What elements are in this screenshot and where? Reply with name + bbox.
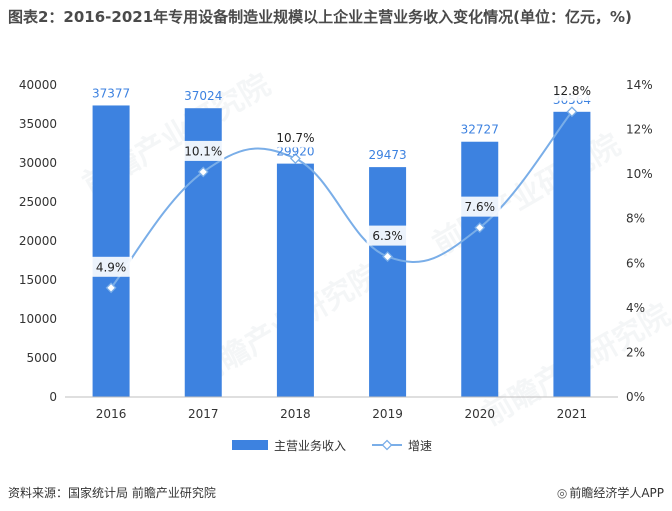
source-note: 资料来源：国家统计局 前瞻产业研究院 [8, 486, 216, 500]
y-left-tick-label: 5000 [26, 351, 57, 365]
line-point-marker [474, 222, 486, 234]
line-point-marker [289, 153, 301, 164]
y-right-tick-label: 0% [626, 390, 645, 404]
brand-logo-icon: ◎ [556, 486, 568, 500]
line-point-marker [105, 282, 117, 294]
bar-value-label: 37377 [92, 86, 130, 100]
chart-title: 图表2：2016-2021年专用设备制造业规模以上企业主营业务收入变化情况(单位… [8, 8, 632, 26]
line-value-label: 4.9% [96, 260, 127, 274]
line-label-box [90, 256, 133, 277]
bar [461, 141, 499, 397]
brand-mark: ◎ 前瞻经济学人APP [557, 484, 664, 501]
growth-line [110, 111, 573, 289]
brand-text: 前瞻经济学人APP [569, 486, 664, 500]
line-value-label: 6.3% [372, 229, 403, 243]
line-value-label: 10.1% [184, 144, 222, 158]
y-left-tick-label: 35000 [19, 117, 57, 131]
y-left-tick-label: 0 [49, 390, 57, 404]
bar [553, 111, 591, 398]
bar-value-label: 37024 [184, 89, 222, 103]
y-right-tick-label: 10% [626, 167, 653, 181]
y-left-tick-label: 20000 [19, 234, 57, 248]
x-tick-label: 2017 [188, 407, 219, 421]
bar [92, 105, 130, 397]
line-label-box [182, 140, 225, 161]
bar [276, 163, 314, 397]
y-right-tick-label: 12% [626, 123, 653, 137]
x-tick-label: 2018 [280, 407, 311, 421]
y-right-tick-label: 14% [626, 78, 653, 92]
y-right-tick-label: 8% [626, 212, 645, 226]
legend-line-marker [381, 439, 393, 451]
legend-bar-label: 主营业务收入 [274, 438, 346, 453]
y-left-tick-label: 40000 [19, 78, 57, 92]
line-label-box [274, 127, 317, 148]
legend-bar-swatch [232, 440, 268, 450]
line-label-box [458, 196, 501, 217]
x-tick-label: 2021 [557, 407, 588, 421]
line-point-marker [197, 166, 209, 178]
legend-line-label: 增速 [408, 439, 432, 453]
y-left-tick-label: 30000 [19, 156, 57, 170]
y-left-tick-label: 10000 [19, 312, 57, 326]
bar-value-label: 29473 [368, 148, 406, 162]
bar-value-label: 32727 [461, 123, 499, 137]
x-tick-label: 2020 [464, 407, 495, 421]
bar-value-label: 29920 [276, 145, 314, 159]
line-label-box [366, 225, 409, 246]
line-value-label: 12.8% [553, 84, 591, 98]
y-right-tick-label: 2% [626, 345, 645, 359]
line-label-box [550, 80, 593, 101]
bar [369, 167, 407, 397]
y-left-tick-label: 15000 [19, 273, 57, 287]
y-right-tick-label: 6% [626, 256, 645, 270]
line-value-label: 10.7% [276, 131, 314, 145]
line-value-label: 7.6% [465, 200, 496, 214]
line-point-marker [382, 251, 394, 263]
line-point-marker [566, 106, 578, 118]
x-tick-label: 2016 [96, 407, 127, 421]
y-right-tick-label: 4% [626, 301, 645, 315]
x-tick-label: 2019 [372, 407, 403, 421]
y-left-tick-label: 25000 [19, 195, 57, 209]
